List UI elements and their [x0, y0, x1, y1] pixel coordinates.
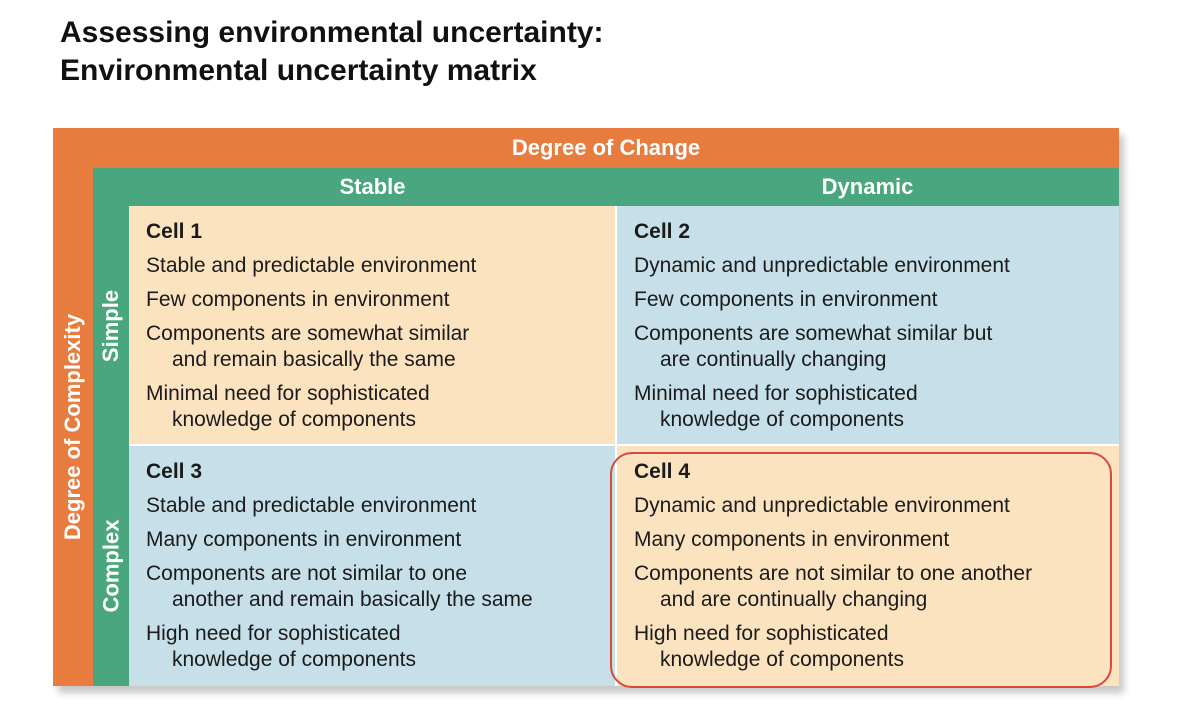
cell-title: Cell 3 [146, 460, 203, 483]
cell-1: Cell 1 Stable and predictable environment… [129, 206, 615, 444]
cell-item-line: Components are not similar to one anothe… [634, 562, 1033, 585]
cell-item: High need for sophisticated knowledge of … [634, 621, 1119, 673]
row-header-complex: Complex [93, 446, 129, 686]
cell-2: Cell 2 Dynamic and unpredictable environm… [617, 206, 1119, 444]
cell-title: Cell 4 [634, 460, 691, 483]
uncertainty-matrix: Degree of Change Degree of Complexity St… [53, 128, 1119, 686]
row-header-complex-label: Complex [98, 519, 124, 613]
cell-item: Many components in environment [146, 527, 615, 553]
cell-item-line: Stable and predictable environment [146, 254, 477, 277]
cell-item: Components are not similar to one anothe… [634, 561, 1119, 613]
cell-item: Many components in environment [634, 527, 1119, 553]
cell-4: Cell 4 Dynamic and unpredictable environm… [617, 446, 1119, 686]
cell-item-line: Components are somewhat similar [146, 322, 470, 345]
cell-item: Components are not similar to one another… [146, 561, 615, 613]
cell-3: Cell 3 Stable and predictable environment… [129, 446, 615, 686]
cell-item-line: Dynamic and unpredictable environment [634, 254, 1010, 277]
cell-item-line: High need for sophisticated [146, 622, 401, 645]
row-header-simple: Simple [93, 206, 129, 446]
cell-item-continuation: and remain basically the same [172, 348, 456, 371]
column-header-stable: Stable [339, 174, 406, 199]
cell-item-line: Many components in environment [634, 528, 950, 551]
cell-item-continuation: are continually changing [660, 348, 887, 371]
cell-item-line: Few components in environment [146, 288, 450, 311]
matrix-inner-frame: Stable Dynamic Simple Complex Cell 1 Stab… [93, 168, 1119, 686]
cell-item: Minimal need for sophisticated knowledge … [146, 381, 615, 433]
cell-item-line: Dynamic and unpredictable environment [634, 494, 1010, 517]
cell-item: Minimal need for sophisticated knowledge … [634, 381, 1119, 433]
cell-item: Few components in environment [634, 287, 1119, 313]
degree-of-complexity-header: Degree of Complexity [53, 168, 93, 686]
cell-item-continuation: knowledge of components [172, 648, 416, 671]
row-header-simple-label: Simple [98, 289, 124, 363]
cell-item: High need for sophisticated knowledge of … [146, 621, 615, 673]
cell-item: Dynamic and unpredictable environment [634, 493, 1119, 519]
cell-item: Stable and predictable environment [146, 493, 615, 519]
cell-item-line: Components are not similar to one [146, 562, 467, 585]
page-title-line-2: Environmental uncertainty matrix [60, 54, 537, 87]
cell-item: Few components in environment [146, 287, 615, 313]
cell-item-continuation: knowledge of components [660, 408, 904, 431]
column-header-dynamic: Dynamic [821, 174, 914, 199]
page-title-line-1: Assessing environmental uncertainty: [60, 16, 604, 49]
cell-item-line: Many components in environment [146, 528, 462, 551]
cell-item-line: Minimal need for sophisticated [634, 382, 918, 405]
cell-item: Components are somewhat similar but are c… [634, 321, 1119, 373]
cell-item-continuation: knowledge of components [660, 648, 904, 671]
page-title: Assessing environmental uncertainty: Env… [60, 14, 604, 90]
cell-item: Components are somewhat similar and remai… [146, 321, 615, 373]
cell-item-continuation: another and remain basically the same [172, 588, 533, 611]
cell-title: Cell 2 [634, 220, 691, 243]
degree-of-complexity-label: Degree of Complexity [60, 313, 86, 541]
cell-item-line: High need for sophisticated [634, 622, 889, 645]
degree-of-change-header: Degree of Change [511, 135, 701, 160]
cell-item: Dynamic and unpredictable environment [634, 253, 1119, 279]
cell-item-line: Few components in environment [634, 288, 938, 311]
cell-item-line: Stable and predictable environment [146, 494, 477, 517]
cell-4-highlight-outline [610, 452, 1112, 688]
cell-item-continuation: knowledge of components [172, 408, 416, 431]
cell-item-line: Components are somewhat similar but [634, 322, 993, 345]
matrix-cells: Cell 1 Stable and predictable environment… [129, 206, 1119, 686]
cell-item: Stable and predictable environment [146, 253, 615, 279]
cell-item-line: Minimal need for sophisticated [146, 382, 430, 405]
cell-title: Cell 1 [146, 220, 203, 243]
cell-item-continuation: and are continually changing [660, 588, 928, 611]
